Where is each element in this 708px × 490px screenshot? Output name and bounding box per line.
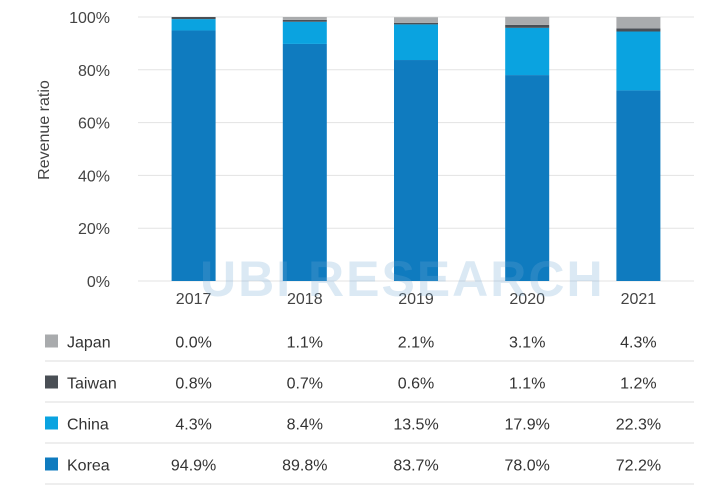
legend-label-japan: Japan <box>67 335 111 352</box>
bar-segment-japan-2019 <box>394 17 438 23</box>
data-label: 22.3% <box>616 417 661 434</box>
bar-segment-korea-2020 <box>505 75 550 281</box>
y-tick-label: 100% <box>69 10 110 27</box>
data-label: 4.3% <box>620 335 656 352</box>
bar-segment-korea-2021 <box>616 90 661 281</box>
bar-segment-taiwan-2020 <box>505 24 550 28</box>
data-label: 83.7% <box>393 458 438 475</box>
x-tick-label: 2018 <box>287 291 323 308</box>
watermark-text: UBI RESEARCH <box>200 251 605 307</box>
x-tick-label: 2020 <box>509 291 545 308</box>
x-tick-label: 2017 <box>176 291 212 308</box>
data-label: 0.6% <box>398 376 434 393</box>
bar-segment-china-2020 <box>505 27 550 76</box>
bar-segment-korea-2017 <box>171 30 216 281</box>
y-tick-label: 20% <box>78 221 110 238</box>
bar-segment-taiwan-2018 <box>282 19 327 22</box>
data-label: 0.0% <box>175 335 211 352</box>
data-label: 0.7% <box>287 376 323 393</box>
bar-segment-korea-2019 <box>394 60 438 282</box>
data-label: 3.1% <box>509 335 545 352</box>
data-label: 89.8% <box>282 458 327 475</box>
data-label: 1.2% <box>620 376 656 393</box>
legend-swatch-korea <box>45 457 58 471</box>
bar-segment-taiwan-2019 <box>394 22 438 25</box>
bar-segment-japan-2018 <box>282 17 327 20</box>
bar-segment-japan-2021 <box>616 17 661 29</box>
y-tick-label: 40% <box>78 168 110 185</box>
y-tick-label: 80% <box>78 63 110 80</box>
x-tick-label: 2021 <box>621 291 657 308</box>
data-label: 0.8% <box>175 376 211 393</box>
legend-label-korea: Korea <box>67 458 110 475</box>
legend-label-taiwan: Taiwan <box>67 376 117 393</box>
data-label: 2.1% <box>398 335 434 352</box>
data-label: 94.9% <box>171 458 216 475</box>
y-tick-label: 60% <box>78 116 110 133</box>
x-tick-label: 2019 <box>398 291 434 308</box>
legend-label-china: China <box>67 417 109 434</box>
legend-swatch-taiwan <box>45 375 58 389</box>
data-label: 78.0% <box>505 458 550 475</box>
bar-segment-china-2019 <box>394 24 438 61</box>
bar-segment-china-2018 <box>282 21 327 44</box>
legend-swatch-china <box>45 416 58 430</box>
data-label: 1.1% <box>287 335 323 352</box>
bar-segment-china-2021 <box>616 31 661 91</box>
data-label: 17.9% <box>505 417 550 434</box>
bar-segment-japan-2020 <box>505 16 550 25</box>
data-label: 13.5% <box>393 417 438 434</box>
bar-segment-korea-2018 <box>282 43 327 281</box>
data-label: 8.4% <box>287 417 323 434</box>
bar-segment-taiwan-2021 <box>616 28 661 32</box>
data-label: 4.3% <box>175 417 211 434</box>
bar-segment-taiwan-2017 <box>171 17 216 20</box>
legend-swatch-japan <box>45 334 58 348</box>
data-label: 1.1% <box>509 376 545 393</box>
data-label: 72.2% <box>616 458 661 475</box>
bar-segment-china-2017 <box>171 19 216 31</box>
y-tick-label: 0% <box>87 274 110 291</box>
y-axis-label: Revenue ratio <box>36 80 53 180</box>
